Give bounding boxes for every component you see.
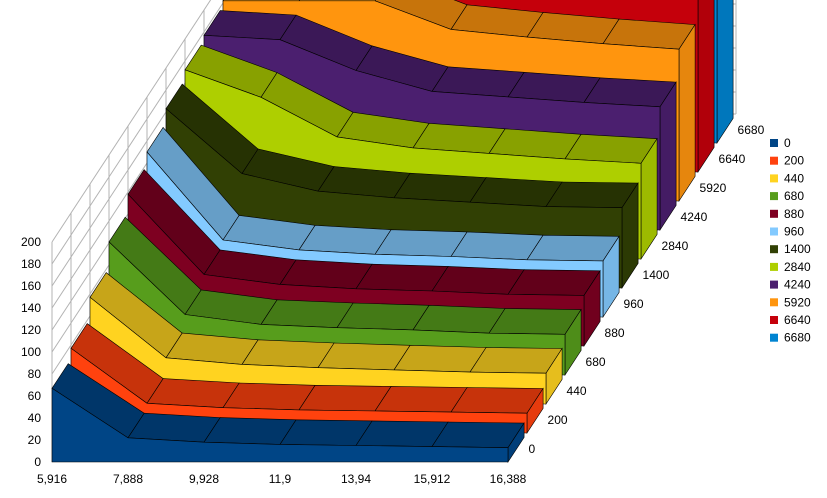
series-440 [89,272,563,406]
legend-label: 440 [784,171,804,185]
y-tick-label: 40 [28,411,42,425]
depth-tick-label: 1400 [643,268,670,282]
legend-label: 880 [784,207,804,221]
legend-swatch [770,333,778,342]
series-200 [70,323,544,435]
area-end-cap [678,23,696,203]
legend-label: 4240 [784,278,811,292]
legend-label: 6680 [784,331,811,345]
legend-label: 680 [784,189,804,203]
legend-label: 0 [784,136,791,150]
area-top-segment [583,77,677,108]
x-axis: 5,916 7,888 9,928 11,9 13,94 15,912 16,388 [37,472,527,486]
area-top-segment [393,172,487,203]
depth-tick-label: 2840 [662,239,689,253]
area-top-segment [241,339,335,369]
x-tick-label: 16,388 [490,472,527,486]
legend-label: 2840 [784,260,811,274]
depth-tick-label: 880 [605,326,625,340]
depth-tick-label: 440 [567,384,587,398]
legend-swatch [770,139,778,147]
depth-tick-label: 4240 [681,210,708,224]
y-tick-label: 120 [21,323,41,337]
area-top-segment [203,10,297,41]
area-front-face [70,347,528,434]
y-tick-label: 200 [21,235,41,249]
area-top-segment [431,266,525,295]
legend-label: 200 [784,154,804,168]
y-tick-label: 160 [21,279,41,293]
area-top-segment [298,224,392,255]
y-tick-label: 180 [21,257,41,271]
x-tick-label: 13,94 [341,472,371,486]
depth-tick-label: 960 [624,297,644,311]
area-top-segment [279,259,373,290]
x-tick-label: 9,928 [189,472,219,486]
area-top-segment [127,412,221,443]
depth-tick-label: 5920 [700,181,727,195]
legend-swatch [770,298,778,307]
legend-swatch [770,209,778,218]
area-end-cap [716,0,734,145]
legend-swatch [770,156,778,165]
area-top-segment [146,378,240,409]
area-top-segment [564,133,658,164]
depth-tick-label: 680 [586,355,606,369]
legend-swatch [770,316,778,324]
legend-swatch [770,280,778,289]
x-tick-label: 11,9 [269,472,292,486]
depth-tick-label: 0 [529,442,536,456]
x-tick-label: 7,888 [113,472,143,486]
area-front-face [89,296,547,405]
depth-tick-label: 6680 [738,123,765,137]
y-tick-label: 20 [28,433,42,447]
x-tick-label: 15,912 [414,472,451,486]
y-tick-label: 100 [21,345,41,359]
depth-axis: 0 200 440 680 880 960 1400 2840 4240 5920 6640 6680 [529,123,765,456]
y-axis: 0 20 40 60 80 100 120 140 160 180 200 [21,235,41,469]
legend-label: 1400 [784,242,811,256]
legend-swatch [770,192,778,201]
legend-swatch [770,174,778,183]
legend-label: 960 [784,225,804,239]
area-top-segment [469,177,563,207]
area-top-segment [260,299,354,329]
area-top-segment [450,231,544,261]
legend-label: 5920 [784,295,811,309]
legend: 0 200 440 680 880 960 1400 2840 4240 5920 6640 6680 [770,136,811,345]
legend-swatch [770,227,778,236]
area-top-segment [412,304,506,334]
depth-tick-label: 6640 [719,152,746,166]
area-end-cap [697,0,715,174]
y-tick-label: 80 [28,367,42,381]
legend-swatch [770,245,778,254]
depth-tick-label: 200 [548,413,568,427]
area-end-cap [659,81,677,232]
y-tick-label: 0 [34,455,41,469]
legend-label: 6640 [784,313,811,327]
series-0 [51,363,525,464]
legend-swatch [770,262,778,271]
area-front-face [51,387,509,463]
y-tick-label: 60 [28,389,42,403]
y-tick-label: 140 [21,301,41,315]
x-tick-label: 5,916 [37,472,67,486]
series-layer [51,0,734,464]
